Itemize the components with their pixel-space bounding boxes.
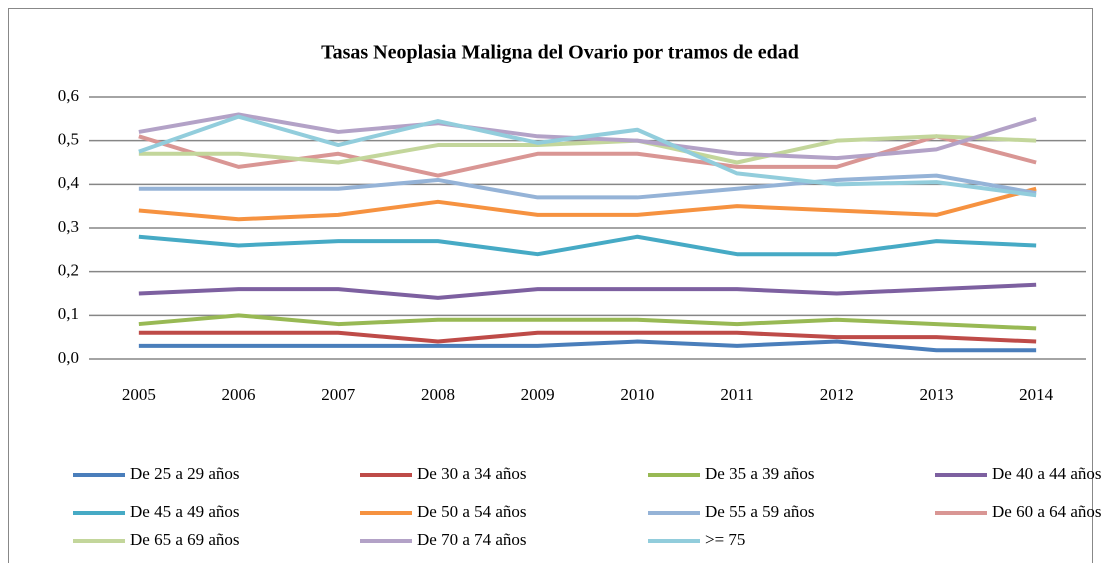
series-line — [138, 234, 1037, 257]
legend-label: De 25 a 29 años — [130, 464, 240, 483]
y-tick-label: 0,0 — [58, 348, 79, 367]
x-tick-label: 2011 — [720, 385, 753, 404]
series-line — [138, 186, 1037, 222]
series-line — [138, 134, 1037, 178]
legend-label: De 65 a 69 años — [130, 530, 240, 549]
series-line — [138, 173, 1037, 200]
legend-label: De 50 a 54 años — [417, 502, 527, 521]
y-tick-label: 0,2 — [58, 261, 79, 280]
y-tick-label: 0,3 — [58, 217, 79, 236]
legend-label: De 30 a 34 años — [417, 464, 527, 483]
y-tick-label: 0,4 — [58, 173, 80, 192]
legend-label: De 70 a 74 años — [417, 530, 527, 549]
legend-label: De 60 a 64 años — [992, 502, 1101, 521]
series-line — [138, 134, 1037, 165]
x-tick-label: 2010 — [620, 385, 654, 404]
series-line — [138, 282, 1037, 300]
series-line — [138, 114, 1037, 198]
x-tick-label: 2006 — [222, 385, 256, 404]
y-tick-label: 0,6 — [58, 86, 79, 105]
legend-label: >= 75 — [705, 530, 745, 549]
x-tick-label: 2007 — [321, 385, 356, 404]
y-tick-label: 0,5 — [58, 130, 79, 149]
x-tick-label: 2013 — [919, 385, 953, 404]
series-line — [138, 339, 1037, 353]
legend-label: De 45 a 49 años — [130, 502, 240, 521]
x-tick-label: 2012 — [820, 385, 854, 404]
series-line — [138, 313, 1037, 331]
chart-border — [8, 8, 1093, 563]
series-line — [138, 112, 1037, 161]
legend-label: De 35 a 39 años — [705, 464, 815, 483]
x-tick-label: 2008 — [421, 385, 455, 404]
legend-label: De 55 a 59 años — [705, 502, 815, 521]
x-tick-label: 2009 — [521, 385, 555, 404]
series-line — [138, 330, 1037, 344]
x-tick-label: 2014 — [1019, 385, 1054, 404]
legend-label: De 40 a 44 años — [992, 464, 1101, 483]
y-tick-label: 0,1 — [58, 304, 79, 323]
x-tick-label: 2005 — [122, 385, 156, 404]
chart-title: Tasas Neoplasia Maligna del Ovario por t… — [321, 42, 799, 64]
